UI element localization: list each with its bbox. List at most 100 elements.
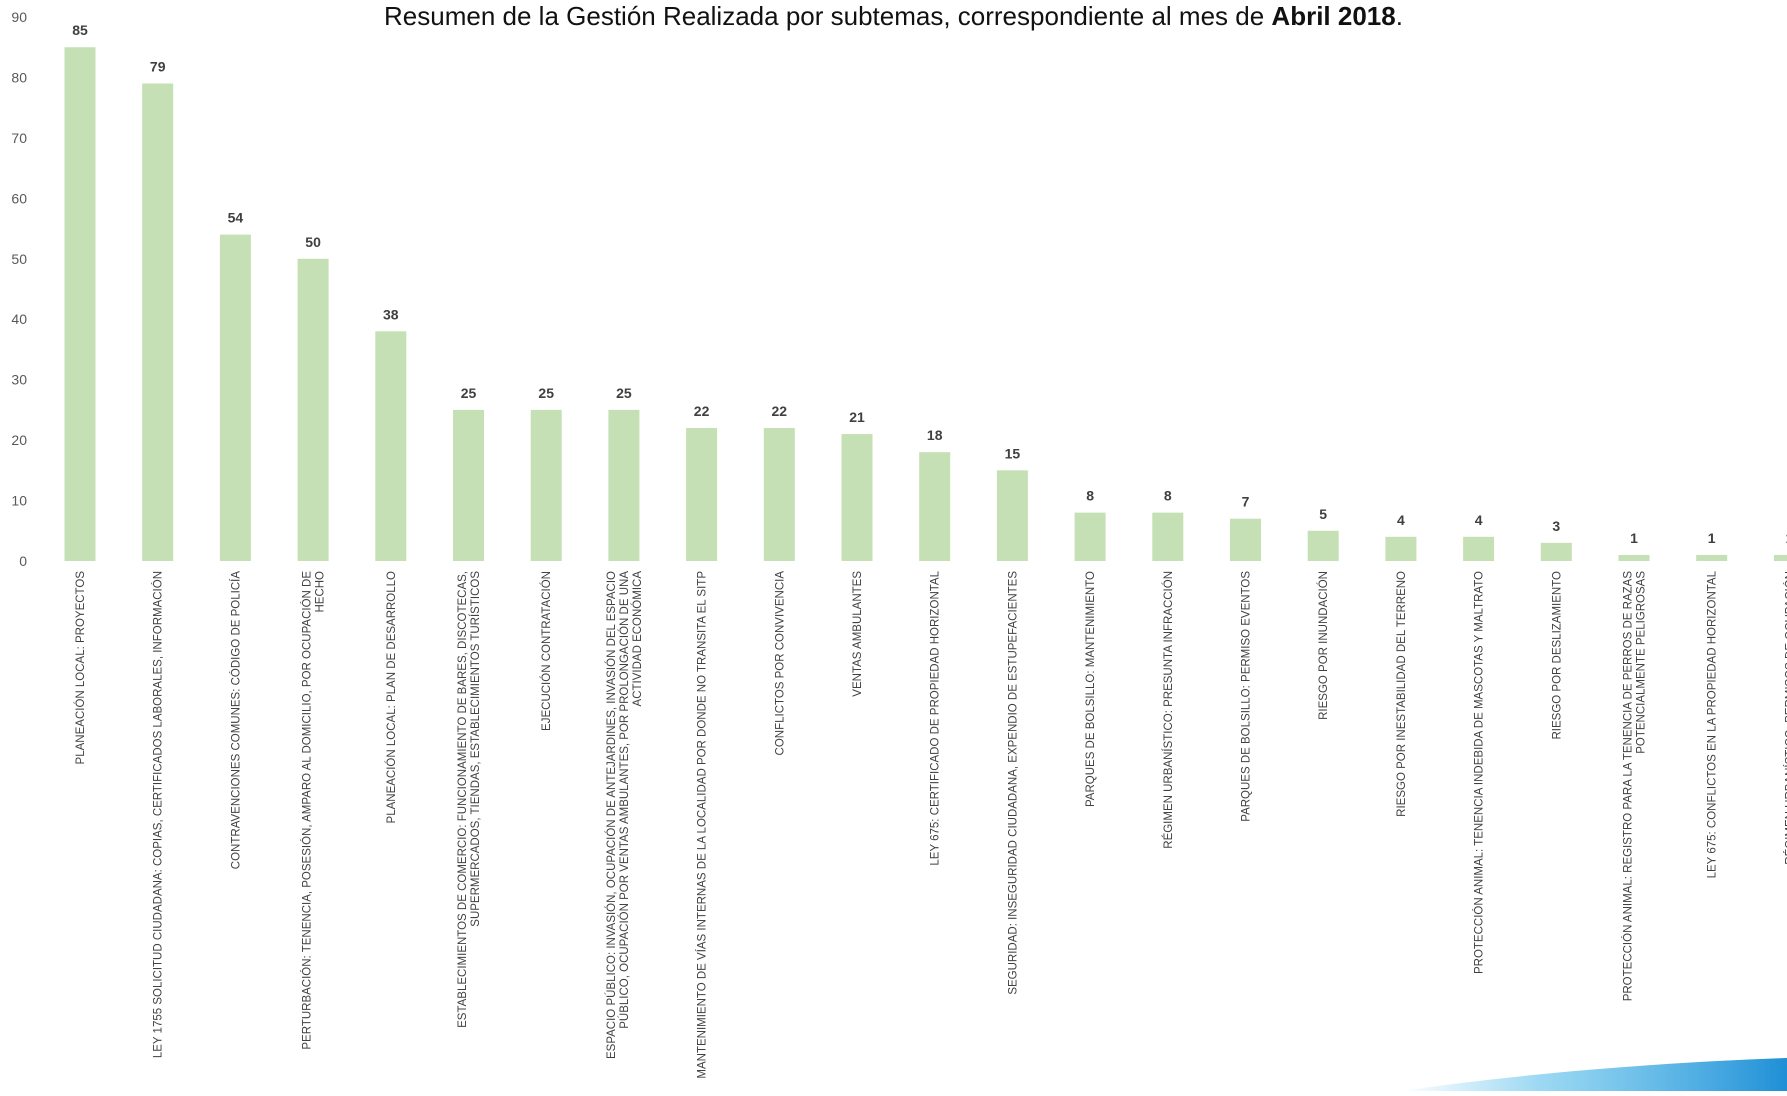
- x-tick-label-line: PARQUES DE BOLSILLO: MANTENIMIENTO: [1085, 571, 1097, 807]
- y-tick-label: 30: [11, 372, 27, 388]
- chart-title-suffix: .: [1396, 1, 1403, 31]
- x-tick-label: CONFLICTOS POR CONVIVENCIA: [774, 571, 786, 756]
- x-tick-label-line: ESPACIO PÚBLICO: INVASIÓN, OCUPACIÓN DE …: [605, 571, 618, 1059]
- x-tick-label-line: PÚBLICO, OCUPACIÓN POR VENTAS AMBULANTES…: [618, 571, 631, 1029]
- data-label: 21: [849, 409, 865, 425]
- x-tick-label-line: CONTRAVENCIONES COMUNES: CÓDIGO DE POLIC…: [229, 571, 242, 870]
- x-tick-label: CONTRAVENCIONES COMUNES: CÓDIGO DE POLIC…: [229, 571, 242, 870]
- data-label: 22: [772, 403, 788, 419]
- y-tick-label: 10: [11, 493, 27, 509]
- bar: [764, 428, 795, 561]
- x-tick-label-line: PLANEACIÓN LOCAL: PLAN DE DESARROLLO: [385, 571, 398, 823]
- y-tick-label: 50: [11, 251, 27, 267]
- x-tick-label-line: LEY 675: CONFLICTOS EN LA PROPIEDAD HORI…: [1707, 570, 1719, 878]
- data-label: 4: [1475, 512, 1483, 528]
- data-label: 7: [1242, 494, 1250, 510]
- x-tick-label: RIESGO POR DESLIZAMIENTO: [1551, 571, 1563, 740]
- bar: [375, 331, 406, 561]
- x-tick-label-line: RÉGIMEN URBANÍSTICO: PRESUNTA INFRACCIÓN: [1162, 571, 1175, 849]
- y-tick-label: 40: [11, 311, 27, 327]
- x-tick-label-line: LEY 1755 SOLICITUD CIUDADANA: COPIAS, CE…: [152, 571, 165, 1058]
- x-tick-label-line: SUPERMERCADOS, TIENDAS, ESTABLECIMIENTOS…: [469, 571, 482, 927]
- x-tick-label: LEY 1755 SOLICITUD CIUDADANA: COPIAS, CE…: [152, 571, 165, 1058]
- x-tick-label: PERTURBACIÓN: TENENCIA, POSESIÓN, AMPARO…: [301, 571, 327, 1050]
- x-tick-label-line: PROTECCIÓN ANIMAL: REGISTRO PARA LA TENE…: [1622, 571, 1635, 1002]
- x-tick-label: PLANEACIÓN LOCAL: PLAN DE DESARROLLO: [385, 571, 398, 823]
- bar: [608, 410, 639, 561]
- y-tick-label: 60: [11, 190, 27, 206]
- x-tick-label-line: ESTABLECIMIENTOS DE COMERCIO: FUNCIONAMI…: [457, 571, 469, 1028]
- x-tick-label-line: PROTECCIÓN ANIMAL: TENENCIA INDEBIDA DE …: [1473, 571, 1486, 974]
- bar: [1308, 531, 1339, 561]
- x-tick-label-line: RÉGIMEN URBANÍSTICO: PERMISOS DE OCUPACI…: [1783, 571, 1787, 865]
- x-tick-label-line: POTENCIALMENTE PELIGROSAS: [1636, 571, 1648, 754]
- x-tick-label: LEY 675: CERTIFICADO DE PROPIEDAD HORIZO…: [930, 570, 942, 865]
- data-label: 54: [228, 210, 244, 226]
- data-label: 25: [461, 385, 477, 401]
- x-tick-label: MANTENIMIENTO DE VÍAS INTERNAS DE LA LOC…: [696, 571, 709, 1079]
- y-tick-label: 0: [19, 553, 27, 569]
- data-label: 3: [1552, 518, 1560, 534]
- decorative-swoosh: [1400, 1058, 1787, 1091]
- x-axis-labels: PLANEACIÓN LOCAL: PROYECTOS LEY 1755 SOLI…: [74, 570, 1787, 1078]
- bar: [142, 83, 173, 561]
- bar: [842, 434, 873, 561]
- x-tick-label: RÉGIMEN URBANÍSTICO: PRESUNTA INFRACCIÓN: [1162, 571, 1175, 849]
- x-tick-label: RÉGIMEN URBANÍSTICO: PERMISOS DE OCUPACI…: [1783, 571, 1787, 865]
- x-tick-label: PROTECCIÓN ANIMAL: REGISTRO PARA LA TENE…: [1622, 571, 1648, 1002]
- x-tick-label: LEY 675: CONFLICTOS EN LA PROPIEDAD HORI…: [1707, 570, 1719, 878]
- x-tick-label-line: RIESGO POR DESLIZAMIENTO: [1551, 571, 1563, 740]
- data-label: 50: [305, 234, 321, 250]
- bar: [1152, 513, 1183, 561]
- x-tick-label-line: LEY 675: CERTIFICADO DE PROPIEDAD HORIZO…: [930, 570, 942, 865]
- x-tick-label: PARQUES DE BOLSILLO: MANTENIMIENTO: [1085, 571, 1097, 807]
- bar: [1696, 555, 1727, 561]
- x-tick-label: ESTABLECIMIENTOS DE COMERCIO: FUNCIONAMI…: [457, 571, 482, 1028]
- bar: [1541, 543, 1572, 561]
- x-tick-label: RIESGO POR INUNDACIÓN: [1317, 571, 1330, 720]
- data-label: 18: [927, 427, 943, 443]
- bar: [65, 47, 96, 561]
- x-tick-label-line: CONFLICTOS POR CONVIVENCIA: [774, 571, 786, 756]
- bar: [1385, 537, 1416, 561]
- chart-title-text: Resumen de la Gestión Realizada por subt…: [384, 1, 1271, 31]
- y-tick-label: 80: [11, 69, 27, 85]
- y-tick-label: 70: [11, 130, 27, 146]
- x-tick-label-line: VENTAS AMBULANTES: [852, 571, 864, 697]
- y-tick-label: 20: [11, 432, 27, 448]
- bar: [1619, 555, 1650, 561]
- data-label: 8: [1164, 488, 1172, 504]
- data-label: 22: [694, 403, 710, 419]
- bar: [298, 259, 329, 561]
- x-tick-label: ESPACIO PÚBLICO: INVASIÓN, OCUPACIÓN DE …: [605, 571, 644, 1059]
- x-tick-label-line: EJECUCIÓN CONTRATACIÓN: [540, 571, 553, 731]
- bars: [65, 47, 1787, 561]
- x-tick-label: PROTECCIÓN ANIMAL: TENENCIA INDEBIDA DE …: [1473, 571, 1486, 974]
- x-tick-label-line: MANTENIMIENTO DE VÍAS INTERNAS DE LA LOC…: [696, 571, 709, 1079]
- x-tick-label-line: PLANEACIÓN LOCAL: PROYECTOS: [74, 571, 87, 765]
- data-label: 79: [150, 58, 166, 74]
- x-tick-label: EJECUCIÓN CONTRATACIÓN: [540, 571, 553, 731]
- data-label: 25: [616, 385, 632, 401]
- bar: [919, 452, 950, 561]
- data-label: 15: [1005, 445, 1021, 461]
- data-label: 4: [1397, 512, 1405, 528]
- x-tick-label: RIESGO POR INESTABILIDAD DEL TERRENO: [1396, 571, 1408, 817]
- bar: [1774, 555, 1787, 561]
- data-label: 25: [538, 385, 554, 401]
- bar: [686, 428, 717, 561]
- data-label: 1: [1630, 530, 1638, 546]
- bar: [531, 410, 562, 561]
- data-label: 8: [1086, 488, 1094, 504]
- x-tick-label-line: RIESGO POR INUNDACIÓN: [1317, 571, 1330, 720]
- x-tick-label-line: PARQUES DE BOLSILLO: PERMISO EVENTOS: [1241, 571, 1253, 822]
- x-tick-label: PLANEACIÓN LOCAL: PROYECTOS: [74, 571, 87, 765]
- bar: [1075, 513, 1106, 561]
- x-tick-label: PARQUES DE BOLSILLO: PERMISO EVENTOS: [1241, 571, 1253, 822]
- x-tick-label-line: ACTIVIDAD ECONÓMICA: [631, 571, 644, 707]
- bar: [453, 410, 484, 561]
- x-tick-label: VENTAS AMBULANTES: [852, 571, 864, 697]
